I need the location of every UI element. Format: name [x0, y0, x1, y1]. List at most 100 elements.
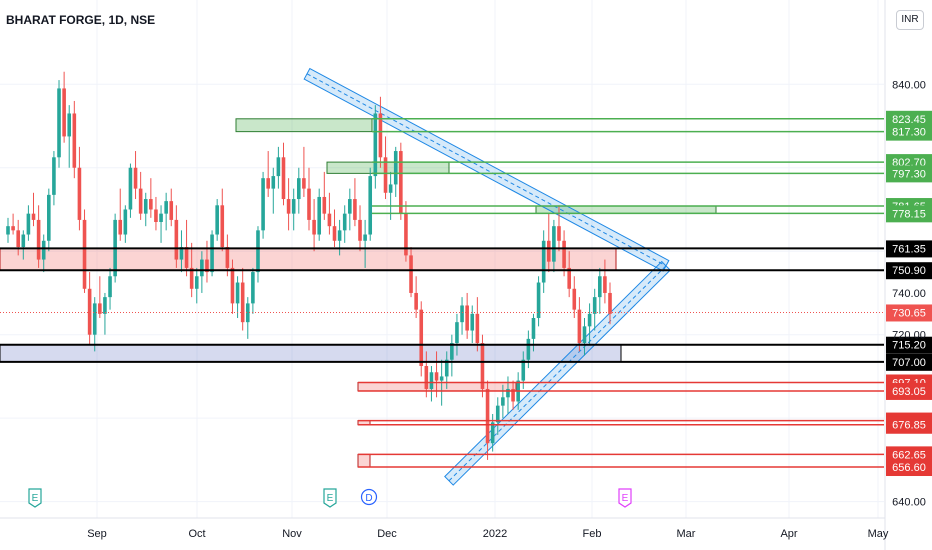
- level-label-bg: [886, 353, 932, 371]
- candle-body: [57, 88, 61, 158]
- candle-body: [31, 213, 36, 220]
- candle-body: [470, 313, 475, 331]
- candlestick-series: [6, 71, 612, 460]
- candle-body: [123, 209, 128, 235]
- price-zones: [0, 118, 717, 468]
- candle-body: [378, 113, 383, 158]
- level-label-bg: [886, 416, 932, 434]
- level-label: 823.45: [892, 114, 926, 126]
- candle-body: [541, 240, 546, 283]
- candle-body: [47, 194, 51, 241]
- y-tick-label: 640.00: [892, 497, 926, 509]
- candle-body: [429, 372, 434, 389]
- candle-body: [511, 388, 515, 402]
- candle-body: [133, 167, 138, 189]
- earnings-marker: [28, 488, 42, 508]
- candle-body: [506, 388, 510, 398]
- candle-body: [383, 157, 388, 193]
- y-tick-label: 740.00: [892, 288, 926, 300]
- candle-body: [587, 313, 592, 327]
- candle-body: [16, 230, 21, 248]
- candle-body: [6, 226, 10, 235]
- candle-body: [582, 326, 587, 344]
- candle-body: [307, 188, 311, 220]
- candle-body: [82, 219, 87, 289]
- candle-body: [480, 343, 485, 389]
- candle-body: [597, 276, 602, 298]
- level-label: 676.85: [892, 420, 926, 432]
- candle-body: [536, 282, 541, 318]
- candle-body: [495, 405, 500, 423]
- level-label-bg: [886, 110, 932, 128]
- candle-body: [317, 196, 322, 235]
- level-label-bg: [886, 262, 932, 280]
- candle-body: [194, 276, 199, 289]
- level-label-bg: [886, 165, 932, 183]
- chart-grid: [0, 0, 884, 518]
- candle-body: [67, 113, 72, 137]
- candle-body: [220, 205, 225, 248]
- candle-body: [460, 305, 464, 323]
- event-marker-label: E: [327, 493, 334, 504]
- level-label: 707.00: [892, 357, 926, 369]
- candle-body: [164, 201, 168, 214]
- candle-body: [138, 188, 143, 214]
- level-label: 715.20: [892, 340, 926, 352]
- candle-body: [485, 388, 490, 444]
- price-axis[interactable]: 823.45817.30802.70797.30781.65778.15761.…: [884, 0, 932, 550]
- candle-body: [312, 219, 316, 235]
- candle-body: [557, 226, 561, 241]
- x-tick-label: Nov: [282, 528, 302, 540]
- candle-body: [281, 157, 286, 200]
- x-tick-label: Oct: [188, 528, 205, 540]
- candle-body: [434, 372, 439, 381]
- candle-body: [240, 282, 245, 323]
- candle-body: [409, 255, 413, 293]
- candle-body: [373, 113, 378, 177]
- candle-body: [36, 219, 41, 260]
- current-price-label: 730.65: [892, 307, 926, 319]
- level-label: 656.60: [892, 462, 926, 474]
- candle-body: [404, 213, 408, 256]
- earnings-marker: [323, 488, 337, 508]
- candle-body: [562, 240, 566, 268]
- candle-body: [439, 376, 444, 381]
- candle-body: [21, 234, 26, 248]
- candle-body: [87, 288, 92, 335]
- currency-button[interactable]: INR: [896, 10, 924, 30]
- candle-body: [210, 234, 214, 273]
- candle-body: [276, 157, 281, 177]
- candle-body: [143, 199, 148, 214]
- candle-body: [251, 272, 255, 304]
- ascending-channel: [444, 260, 671, 486]
- x-tick-label: Apr: [780, 528, 797, 540]
- candle-body: [200, 259, 204, 277]
- candle-body: [261, 178, 265, 231]
- candle-body: [608, 292, 612, 314]
- candle-body: [184, 247, 189, 268]
- x-tick-label: Dec: [377, 528, 397, 540]
- time-axis[interactable]: Sep Oct Nov Dec 2022 Feb Mar Apr May: [0, 517, 889, 540]
- zone-box: [326, 161, 450, 174]
- candle-body: [154, 209, 158, 222]
- candle-body: [215, 205, 219, 235]
- candle-body: [149, 199, 153, 210]
- candle-body: [521, 359, 526, 381]
- level-label: 750.90: [892, 265, 926, 277]
- candle-body: [189, 267, 194, 289]
- candle-body: [363, 234, 367, 241]
- candle-body: [108, 276, 112, 298]
- candle-body: [455, 322, 459, 344]
- candle-body: [526, 338, 531, 360]
- candle-body: [327, 213, 332, 227]
- candle-body: [353, 199, 357, 220]
- level-label-bg: [886, 382, 932, 400]
- candle-body: [179, 247, 184, 260]
- candle-body: [592, 297, 597, 314]
- candle-body: [414, 292, 418, 310]
- y-tick-label: 840.00: [892, 79, 926, 91]
- level-label-bg: [886, 240, 932, 258]
- candle-body: [205, 259, 209, 273]
- level-label-bg: [886, 205, 932, 223]
